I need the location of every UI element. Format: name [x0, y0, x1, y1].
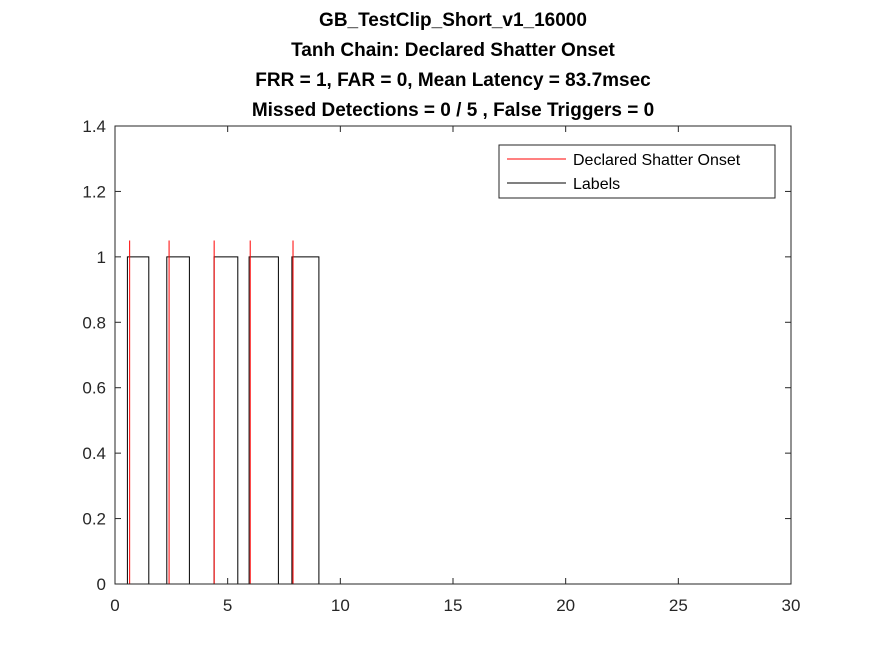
x-tick-label: 5	[223, 596, 232, 615]
y-tick-label: 1.4	[82, 117, 106, 136]
title-line-1: GB_TestClip_Short_v1_16000	[319, 10, 587, 31]
plot-area	[115, 240, 719, 585]
y-tick-label: 0.4	[82, 444, 106, 463]
y-tick-label: 0.8	[82, 313, 106, 332]
x-tick-label: 0	[110, 596, 119, 615]
y-tick-label: 0	[97, 575, 106, 594]
legend-box	[498, 144, 776, 199]
y-tick-label: 1.2	[82, 182, 106, 201]
legend-label-declared-shatter-onset: Declared Shatter Onset	[573, 152, 741, 169]
x-tick-label: 15	[444, 596, 463, 615]
x-tick-label: 25	[669, 596, 688, 615]
axis-ticks: 0 5 10 15 20 25 30 0 0.2 0.4 0.6 0.8 1 1.2 1.4	[82, 117, 800, 615]
title-line-2: Tanh Chain: Declared Shatter Onset	[291, 40, 615, 61]
x-tick-label: 30	[782, 596, 801, 615]
y-tick-label: 0.2	[82, 510, 106, 529]
chart-title: GB_TestClip_Short_v1_16000 Tanh Chain: D…	[252, 10, 654, 121]
x-tick-label: 10	[331, 596, 350, 615]
x-tick-label: 20	[556, 596, 575, 615]
series-labels-line	[115, 256, 719, 585]
y-tick-label: 1	[97, 248, 106, 267]
y-tick-label: 0.6	[82, 379, 106, 398]
title-line-4: Missed Detections = 0 / 5 , False Trigge…	[252, 100, 654, 121]
legend-label-labels: Labels	[573, 176, 620, 193]
legend: Declared Shatter Onset Labels	[498, 144, 776, 199]
title-line-3: FRR = 1, FAR = 0, Mean Latency = 83.7mse…	[255, 70, 651, 91]
